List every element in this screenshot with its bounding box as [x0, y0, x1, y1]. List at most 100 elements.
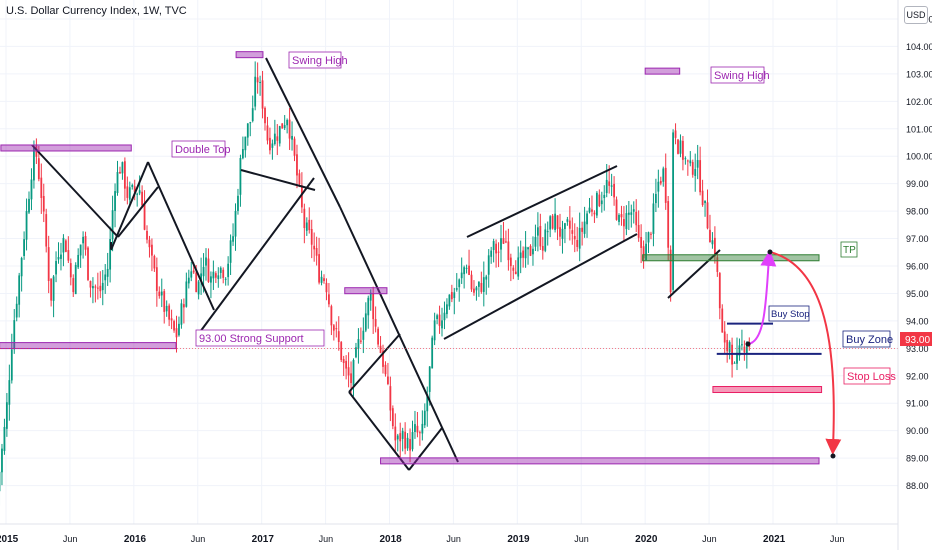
candle-body — [586, 213, 588, 225]
candle-body — [178, 323, 180, 336]
candle-body — [207, 258, 210, 282]
candle-body — [60, 254, 62, 259]
candle-body — [684, 158, 687, 160]
candle-body — [310, 229, 313, 245]
candle-body — [47, 247, 50, 281]
candle-body — [659, 180, 662, 184]
candle-body — [630, 212, 633, 215]
candle-body — [10, 349, 13, 381]
level-bottom-zone — [380, 457, 820, 465]
candle-body — [190, 271, 193, 278]
candle-body — [141, 191, 143, 206]
candle-body — [168, 305, 171, 320]
candle-body — [185, 281, 188, 307]
candle-body — [288, 119, 291, 139]
candle-body — [539, 226, 542, 247]
candle-body — [593, 212, 596, 215]
candle-body — [509, 257, 512, 267]
trendline — [348, 391, 410, 471]
candle-body — [613, 183, 615, 198]
candle-body — [342, 359, 345, 364]
candle-body — [581, 227, 584, 232]
trendline — [348, 333, 401, 393]
candle-body — [568, 220, 571, 229]
label-text: TP — [843, 245, 856, 256]
candle-body — [18, 275, 21, 305]
candle-body — [266, 125, 269, 141]
candle-body — [133, 186, 136, 192]
candle-body — [536, 227, 539, 236]
currency-button[interactable]: USD — [904, 6, 928, 24]
candle-body — [450, 292, 453, 300]
candle-body — [588, 207, 591, 213]
candle-body — [473, 288, 475, 293]
candle-body — [369, 292, 372, 301]
marker-dot — [745, 341, 751, 347]
level-support-93 — [0, 342, 177, 350]
candle-body — [505, 241, 507, 243]
candle-body — [713, 237, 716, 257]
candle-body — [637, 224, 640, 238]
candle-body — [438, 314, 441, 326]
candle-body — [99, 285, 102, 292]
candle-body — [394, 426, 397, 441]
candle-body — [340, 342, 343, 360]
candle-body — [45, 214, 48, 247]
candle-body — [104, 274, 107, 281]
y-tick-label: 96.00 — [906, 262, 929, 272]
candle-body — [441, 320, 443, 329]
candle-body — [662, 168, 665, 182]
candle-body — [303, 208, 306, 229]
candle-body — [618, 214, 620, 222]
candle-body — [55, 261, 57, 275]
candle-body — [5, 402, 8, 429]
candle-body — [391, 408, 394, 427]
candle-body — [534, 236, 537, 247]
candle-body — [605, 179, 608, 194]
candle-body — [138, 190, 141, 194]
trendlines — [31, 57, 721, 471]
stop-loss-arrow — [769, 251, 842, 455]
candle-body — [583, 221, 586, 234]
candle-body — [446, 304, 448, 315]
candle-body — [674, 130, 677, 138]
candle-body — [559, 227, 561, 237]
candle-body — [709, 229, 711, 243]
candle-body — [699, 160, 702, 193]
candle-body — [151, 244, 153, 256]
candle-body — [146, 230, 148, 240]
candle-body — [300, 185, 303, 208]
x-tick-label: 2015 — [0, 534, 19, 545]
chart-title: U.S. Dollar Currency Index, 1W, TVC — [6, 5, 187, 17]
candle-body — [453, 292, 456, 298]
candle-body — [733, 362, 736, 364]
candle-body — [507, 241, 510, 261]
candle-body — [677, 139, 679, 154]
label-tp: TP — [840, 241, 858, 258]
level-swing-high-2017 — [235, 51, 264, 59]
candle-body — [192, 270, 195, 273]
candle-body — [67, 250, 70, 261]
candle-body — [524, 246, 527, 259]
candle-body — [261, 80, 264, 109]
label-text: 93.00 Strong Support — [199, 333, 304, 345]
candle-body — [332, 325, 335, 331]
candle-body — [69, 263, 72, 278]
candle-body — [165, 305, 168, 312]
candle-body — [347, 367, 350, 376]
label-buy-zone: Buy Zone — [842, 330, 893, 348]
candle-body — [406, 437, 409, 449]
candle-body — [123, 161, 126, 189]
x-axis: 2015 Jun 2016 Jun 2017 Jun 2018 Jun 2019 Jun 2020 J… — [0, 534, 844, 545]
candle-body — [475, 287, 478, 291]
candle-body — [455, 288, 458, 290]
candle-body — [625, 213, 628, 230]
candle-body — [30, 179, 33, 200]
candle-body — [244, 136, 247, 151]
candle-body — [529, 245, 532, 256]
candle-body — [743, 346, 746, 353]
candle-body — [116, 172, 119, 193]
candle-body — [291, 135, 293, 140]
candle-body — [485, 276, 488, 280]
